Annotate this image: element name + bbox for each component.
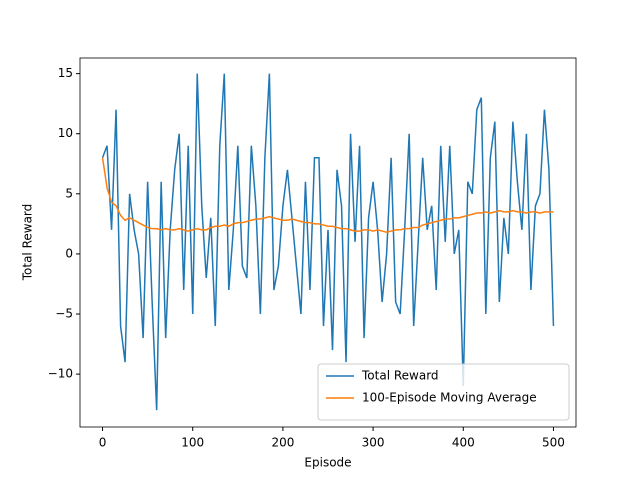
x-tick-label: 400 <box>452 436 475 450</box>
x-axis-label: Episode <box>304 456 351 470</box>
legend-box <box>317 363 570 421</box>
legend-label: 100-Episode Moving Average <box>362 391 537 405</box>
series-line <box>101 157 554 234</box>
y-tick-label: 5 <box>65 186 73 200</box>
y-tick-label: −10 <box>48 367 73 381</box>
series-line <box>101 73 555 411</box>
y-tick-label: 0 <box>65 246 73 260</box>
x-tick-label: 100 <box>181 436 204 450</box>
x-tick-label: 300 <box>362 436 385 450</box>
x-tick-label: 0 <box>99 436 107 450</box>
y-axis-label: Total Reward <box>21 204 35 282</box>
axes-frame <box>79 57 577 428</box>
x-tick-label: 200 <box>271 436 294 450</box>
x-tick-label: 500 <box>542 436 565 450</box>
y-tick-label: −5 <box>55 307 73 321</box>
y-tick-label: 10 <box>58 126 73 140</box>
legend-label: Total Reward <box>361 369 439 383</box>
y-tick-label: 15 <box>58 66 73 80</box>
